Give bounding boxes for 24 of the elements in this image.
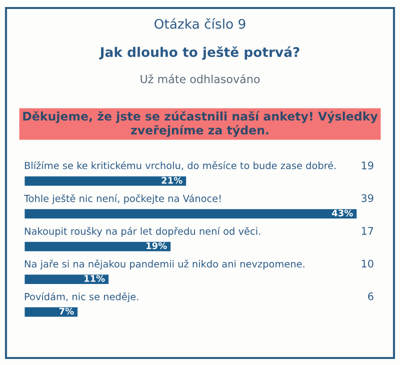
data-label: 19% xyxy=(146,242,167,250)
y-tick-label: Povídám, nic se neděje. xyxy=(24,292,138,302)
text: 6 xyxy=(368,292,374,300)
text: 17 xyxy=(362,227,374,235)
chart-title: Otázka číslo 9 xyxy=(154,18,246,29)
text: 19 xyxy=(362,162,374,170)
text: Děkujeme, že jste se zúčastnili naší ankety! Výsledky zveřejníme za týden. xyxy=(23,111,378,137)
bar xyxy=(24,208,358,220)
text: 39 xyxy=(362,194,374,202)
y-tick-label: Blížíme se ke kritickému vrcholu, do měsíce to bude zase dobré. xyxy=(24,161,336,170)
chart-subtitle: Jak dlouho to ještě potrvá? xyxy=(99,46,300,60)
y-tick-label: Nakoupit roušky na pár let dopředu není od věci. xyxy=(24,226,260,237)
bar xyxy=(24,174,188,188)
bar xyxy=(24,306,79,318)
text: Už máte odhlasováno xyxy=(140,74,260,84)
data-label: 43% xyxy=(332,210,353,216)
data-label: 21% xyxy=(162,176,182,184)
bar xyxy=(24,273,110,286)
bar xyxy=(24,240,172,253)
y-tick-label: Na jaře si na nějakou pandemii už nikdo ani nevzpomene. xyxy=(24,260,304,270)
data-label: 7% xyxy=(59,308,74,315)
data-label: 11% xyxy=(84,275,105,282)
text: 10 xyxy=(362,260,374,268)
y-tick-label: Tohle ještě nic není, počkejte na Vánoce! xyxy=(24,194,221,204)
